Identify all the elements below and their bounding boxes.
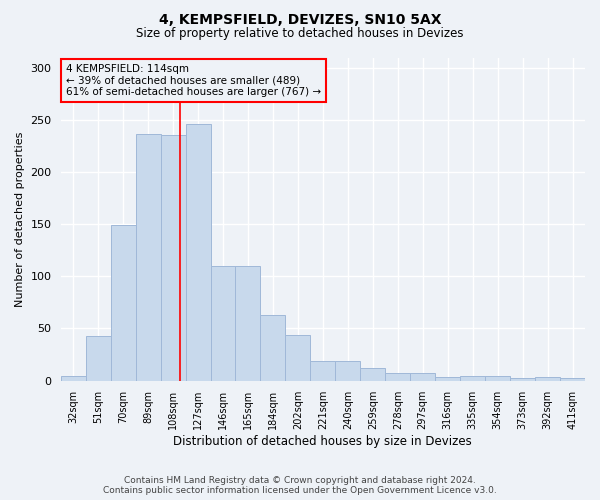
Bar	[161, 134, 185, 380]
Bar	[260, 315, 286, 380]
Text: Contains HM Land Registry data © Crown copyright and database right 2024.
Contai: Contains HM Land Registry data © Crown c…	[103, 476, 497, 495]
Bar	[361, 368, 385, 380]
Bar	[86, 336, 110, 380]
Bar	[136, 134, 161, 380]
Bar	[485, 376, 510, 380]
Bar	[110, 226, 136, 380]
Bar	[335, 360, 361, 380]
Y-axis label: Number of detached properties: Number of detached properties	[15, 132, 25, 306]
Bar	[460, 376, 485, 380]
Bar	[510, 378, 535, 380]
Text: 4 KEMPSFIELD: 114sqm
← 39% of detached houses are smaller (489)
61% of semi-deta: 4 KEMPSFIELD: 114sqm ← 39% of detached h…	[66, 64, 321, 97]
Bar	[535, 378, 560, 380]
Bar	[286, 334, 310, 380]
X-axis label: Distribution of detached houses by size in Devizes: Distribution of detached houses by size …	[173, 434, 472, 448]
Bar	[385, 373, 410, 380]
Bar	[310, 360, 335, 380]
Bar	[235, 266, 260, 380]
Bar	[435, 378, 460, 380]
Bar	[61, 376, 86, 380]
Bar	[560, 378, 585, 380]
Bar	[185, 124, 211, 380]
Bar	[410, 373, 435, 380]
Text: 4, KEMPSFIELD, DEVIZES, SN10 5AX: 4, KEMPSFIELD, DEVIZES, SN10 5AX	[159, 12, 441, 26]
Text: Size of property relative to detached houses in Devizes: Size of property relative to detached ho…	[136, 28, 464, 40]
Bar	[211, 266, 235, 380]
